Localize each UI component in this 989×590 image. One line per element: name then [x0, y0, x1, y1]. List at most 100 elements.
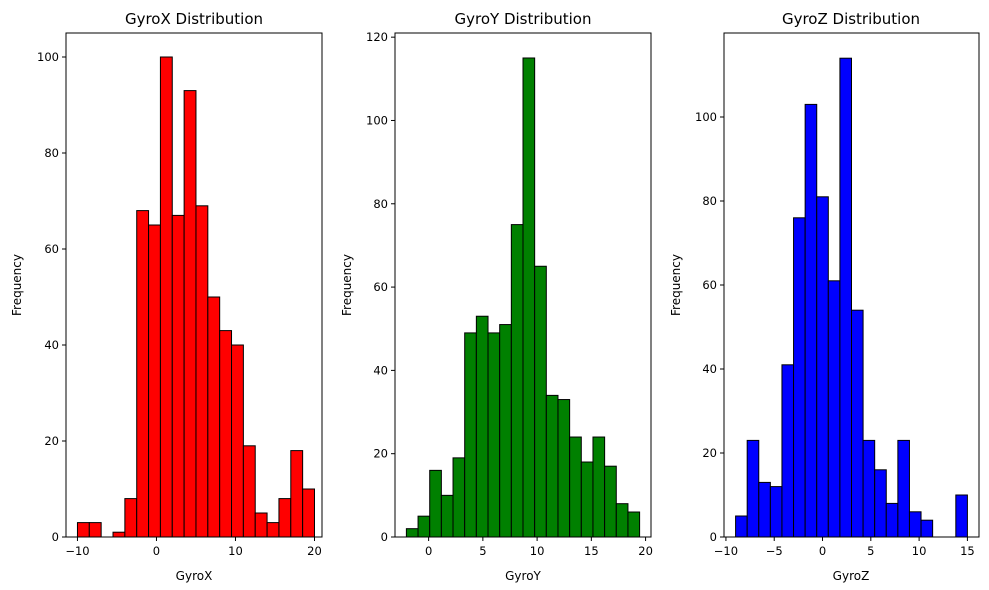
gyrox-bar [266, 522, 280, 538]
gyrox-bar [88, 522, 102, 538]
gyroz-x-tick-label: 15 [960, 544, 975, 558]
gyrox-bar [171, 214, 185, 538]
gyroy-bar [429, 469, 442, 538]
gyroy-x-ticks: 0 5 10 15 20 [425, 537, 653, 558]
gyroy-bar [522, 57, 536, 538]
gyroz-bar [816, 196, 829, 538]
gyrox-bar [254, 512, 268, 538]
gyroy-x-tick-label: 5 [479, 544, 486, 558]
gyroy-x-tick-label: 15 [584, 544, 599, 558]
gyroz-y-axis-label: Frequency [669, 254, 683, 316]
gyroz-x-tick-label: 5 [867, 544, 874, 558]
gyrox-bar [183, 90, 197, 538]
gyrox-bar [231, 344, 244, 538]
gyrox-bar [302, 488, 315, 538]
gyrox-bar [290, 450, 304, 538]
gyroy-bar [534, 265, 547, 538]
gyrox-bar [195, 205, 209, 538]
gyroz-bar [874, 469, 887, 538]
gyroy-bar [417, 515, 431, 538]
gyrox-y-tick-label: 80 [44, 146, 59, 160]
gyrox-y-tick-label: 100 [37, 50, 59, 64]
gyroz-bar [885, 502, 899, 538]
gyrox-histogram: GyroX Distribution −10 0 10 20 0 20 40 60 80 100… [10, 10, 323, 583]
gyrox-x-tick-label: 0 [153, 544, 160, 558]
gyroy-bar [510, 224, 524, 538]
gyroz-bar [908, 511, 922, 538]
gyroy-bar [545, 394, 559, 538]
gyroz-histogram: GyroZ Distribution −10 −5 0 5 10 15 0 20 40 60 80… [669, 10, 980, 583]
gyroy-x-tick-label: 20 [638, 544, 653, 558]
gyroy-bar [569, 436, 582, 538]
gyroy-title: GyroY Distribution [455, 10, 592, 28]
gyroz-bar [758, 481, 771, 538]
gyrox-title: GyroX Distribution [125, 10, 263, 28]
gyroz-bar [839, 57, 852, 538]
gyroz-y-ticks: 0 20 40 60 80 100 [695, 110, 724, 544]
gyrox-bar [76, 522, 90, 538]
gyroy-bar [592, 436, 606, 538]
gyroz-bars [735, 57, 968, 538]
gyroz-title: GyroZ Distribution [782, 10, 920, 28]
gyroy-y-tick-label: 100 [366, 113, 388, 127]
gyroy-bar [464, 332, 477, 538]
gyroz-bar [781, 364, 795, 538]
gyroz-bar [793, 217, 806, 538]
gyroz-bar [804, 103, 818, 538]
gyroy-bar [487, 332, 501, 538]
gyrox-x-axis-label: GyroX [176, 569, 213, 583]
gyroz-x-tick-label: −10 [714, 544, 738, 558]
gyrox-axes-frame [65, 32, 323, 538]
gyroz-bar [862, 439, 876, 538]
gyroy-x-axis-label: GyroY [505, 569, 541, 583]
gyroy-y-tick-label: 80 [373, 197, 388, 211]
gyrox-bar [136, 210, 150, 538]
gyroy-bar [557, 399, 571, 538]
gyroy-bar [627, 511, 641, 538]
gyrox-bar [159, 56, 173, 538]
gyroz-x-tick-label: 0 [819, 544, 826, 558]
gyroy-y-tick-label: 120 [366, 30, 388, 44]
gyroy-axes-frame [394, 32, 652, 538]
gyroy-bar [440, 494, 454, 538]
gyrox-bar [124, 498, 138, 538]
gyrox-x-tick-label: 20 [307, 544, 322, 558]
gyrox-bar [148, 224, 161, 538]
gyrox-y-tick-label: 40 [44, 338, 59, 352]
gyroz-y-tick-label: 40 [702, 362, 717, 376]
gyroz-x-tick-label: −5 [766, 544, 783, 558]
gyroz-bar [827, 280, 841, 538]
gyroz-x-ticks: −10 −5 0 5 10 15 [714, 537, 975, 558]
gyroy-y-tick-label: 0 [381, 530, 388, 544]
gyroy-bar [604, 465, 617, 538]
gyroy-x-tick-label: 0 [425, 544, 432, 558]
gyrox-x-tick-label: 10 [228, 544, 243, 558]
gyroy-bar [580, 461, 594, 538]
gyroy-bar [615, 503, 629, 538]
gyrox-y-axis-label: Frequency [10, 254, 24, 316]
gyrox-bar [219, 330, 233, 538]
gyroy-x-tick-label: 10 [530, 544, 545, 558]
gyroz-x-axis-label: GyroZ [833, 569, 870, 583]
gyroz-bar [769, 486, 783, 538]
gyroy-histogram: GyroY Distribution 0 5 10 15 20 0 20 40 60 80 100… [340, 10, 653, 583]
gyroz-y-tick-label: 20 [702, 446, 717, 460]
gyroy-y-tick-label: 20 [373, 447, 388, 461]
gyroz-x-tick-label: 10 [912, 544, 927, 558]
gyrox-y-ticks: 0 20 40 60 80 100 [37, 50, 66, 544]
gyroz-bar [955, 494, 968, 538]
gyroz-bar [920, 519, 934, 538]
gyrox-x-ticks: −10 0 10 20 [65, 537, 322, 558]
gyroz-y-tick-label: 100 [695, 110, 717, 124]
gyroy-y-ticks: 0 20 40 60 80 100 120 [366, 30, 395, 544]
gyrox-bar [207, 296, 221, 538]
gyroy-y-tick-label: 40 [373, 363, 388, 377]
gyrox-x-tick-label: −10 [65, 544, 89, 558]
gyroy-bar [405, 528, 419, 538]
gyroy-bar [475, 315, 489, 538]
gyrox-y-tick-label: 20 [44, 434, 59, 448]
gyroz-axes-frame [723, 32, 980, 538]
gyrox-bar [242, 445, 256, 538]
gyrox-bar [112, 531, 126, 538]
